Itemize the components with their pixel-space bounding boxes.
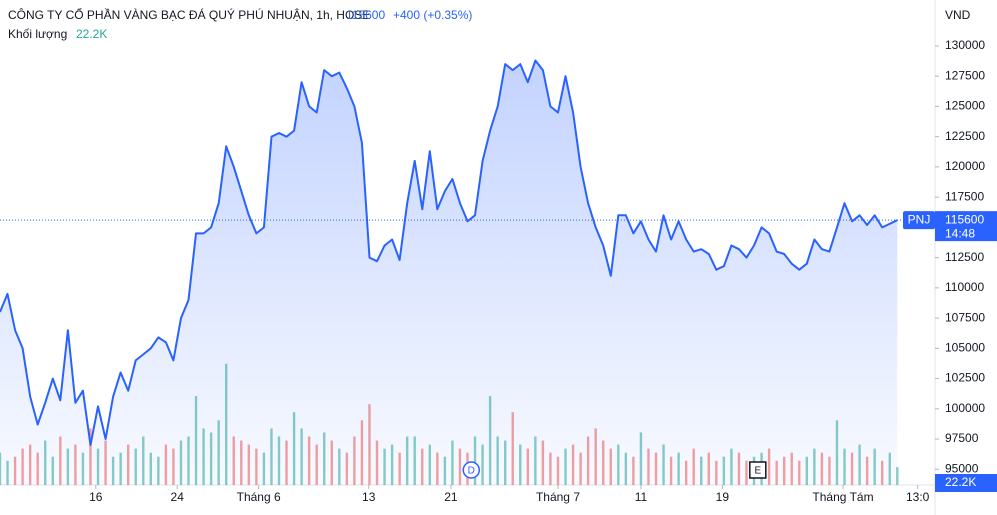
price-box <box>935 211 997 242</box>
y-tick-label: 130000 <box>945 38 985 52</box>
y-tick-label: 127500 <box>945 68 985 82</box>
last-price: 115600 <box>346 8 385 22</box>
title: CÔNG TY CỔ PHẦN VÀNG BẠC ĐÁ QUÝ PHÚ NHUẬ… <box>8 7 370 22</box>
x-tick-label: Tháng 7 <box>536 490 580 504</box>
y-tick-label: 105000 <box>945 341 985 355</box>
price-box-value: 115600 <box>945 212 984 226</box>
y-tick-label: 125000 <box>945 99 985 113</box>
x-tick-label: 24 <box>171 490 185 504</box>
volume-box <box>935 474 997 492</box>
symbol-box <box>903 211 935 230</box>
y-tick-label: 120000 <box>945 159 985 173</box>
x-tick-label: 16 <box>89 490 103 504</box>
y-tick-label: 102500 <box>945 371 985 385</box>
price-line <box>0 59 898 447</box>
y-tick-label: 107500 <box>945 310 985 324</box>
x-tick-label: 13:0 <box>906 490 930 504</box>
event-label: D <box>468 466 475 477</box>
change: +400 (+0.35%) <box>393 8 472 22</box>
y-tick-label: 117500 <box>945 189 984 203</box>
unit: VND <box>945 8 971 22</box>
event-marker <box>462 461 481 479</box>
volume-value: 22.2K <box>76 27 107 41</box>
price-box-time: 14:48 <box>945 226 975 240</box>
x-tick-label: 11 <box>635 490 648 504</box>
x-tick-label: 19 <box>716 490 730 504</box>
volume-box-value: 22.2K <box>945 475 976 489</box>
y-tick-label: 100000 <box>945 401 985 415</box>
area-fill <box>0 60 898 485</box>
y-tick-label: 95000 <box>945 461 979 475</box>
x-tick-label: Tháng Tám <box>812 490 873 504</box>
x-tick-label: Tháng 6 <box>237 490 281 504</box>
y-tick-label: 122500 <box>945 129 985 143</box>
event-marker <box>749 461 767 479</box>
volume-title: Khối lượng <box>8 27 67 41</box>
y-tick-label: 112500 <box>945 250 984 264</box>
x-tick-label: 13 <box>362 490 376 504</box>
y-tick-label: 110000 <box>945 280 984 294</box>
symbol: PNJ <box>908 212 931 226</box>
y-tick-label: 97500 <box>945 431 979 445</box>
event-label: E <box>754 466 761 477</box>
x-tick-label: 21 <box>444 490 458 504</box>
